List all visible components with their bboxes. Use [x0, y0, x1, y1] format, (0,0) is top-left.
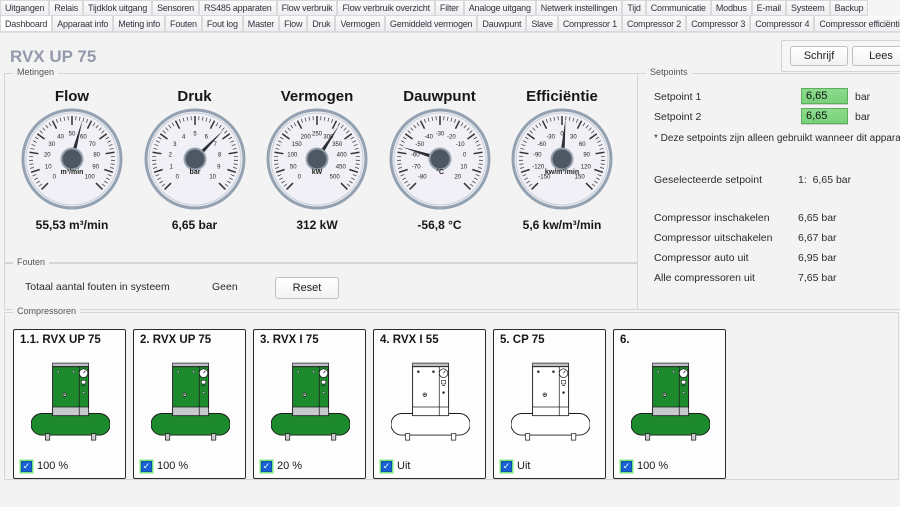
svg-text:90: 90 [583, 153, 590, 159]
svg-text:-70: -70 [411, 164, 420, 170]
svg-text:70: 70 [89, 142, 96, 148]
svg-text:50: 50 [69, 132, 76, 138]
svg-text:350: 350 [332, 142, 343, 148]
svg-text:-20: -20 [447, 134, 456, 140]
svg-text:250: 250 [312, 132, 323, 138]
svg-text:-50: -50 [415, 142, 424, 148]
svg-text:100: 100 [85, 174, 96, 180]
svg-text:-30: -30 [435, 132, 444, 138]
svg-text:30: 30 [570, 134, 577, 140]
svg-text:500: 500 [330, 174, 341, 180]
svg-text:10: 10 [460, 164, 467, 170]
svg-text:-30: -30 [546, 134, 555, 140]
svg-text:-40: -40 [424, 134, 433, 140]
svg-text:-60: -60 [410, 153, 419, 159]
svg-text:-60: -60 [537, 142, 546, 148]
svg-text:450: 450 [336, 164, 347, 170]
svg-text:20: 20 [454, 174, 461, 180]
svg-text:150: 150 [292, 142, 303, 148]
svg-text:100: 100 [287, 153, 298, 159]
svg-text:20: 20 [44, 153, 51, 159]
svg-text:400: 400 [337, 153, 348, 159]
svg-text:-10: -10 [455, 142, 464, 148]
svg-text:60: 60 [80, 134, 87, 140]
svg-text:80: 80 [93, 153, 100, 159]
svg-text:30: 30 [48, 142, 55, 148]
svg-text:40: 40 [57, 134, 64, 140]
svg-text:-80: -80 [417, 174, 426, 180]
svg-text:200: 200 [301, 134, 312, 140]
svg-text:kw/m³/min: kw/m³/min [545, 169, 579, 176]
svg-text:10: 10 [45, 164, 52, 170]
svg-text:120: 120 [581, 164, 592, 170]
svg-text:-120: -120 [532, 164, 545, 170]
svg-text:60: 60 [579, 142, 586, 148]
svg-text:bar: bar [189, 169, 200, 176]
svg-text:10: 10 [209, 174, 216, 180]
svg-text:50: 50 [290, 164, 297, 170]
svg-text:90: 90 [92, 164, 99, 170]
svg-text:kW: kW [312, 169, 323, 176]
svg-text:°C: °C [436, 168, 444, 176]
svg-text:m³/min: m³/min [61, 169, 84, 176]
svg-text:-90: -90 [533, 153, 542, 159]
